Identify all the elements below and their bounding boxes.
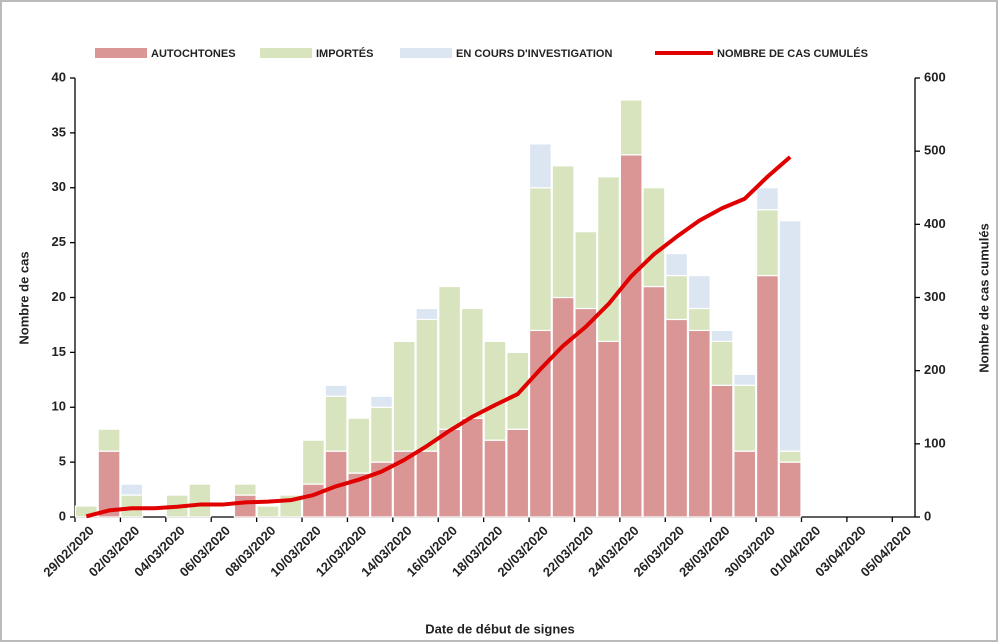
bar	[687, 274, 711, 310]
bar	[188, 483, 212, 518]
y-tick-label: 25	[52, 234, 66, 249]
legend-label: NOMBRE DE CAS CUMULÉS	[717, 47, 868, 60]
bar	[415, 307, 439, 321]
bar	[460, 417, 484, 518]
bar	[687, 307, 711, 332]
legend-swatch	[260, 48, 312, 58]
bar	[370, 406, 393, 463]
y2-axis-title: Nombre de cas cumulés	[976, 223, 991, 373]
bar	[528, 187, 552, 332]
bar	[755, 209, 779, 277]
y-tick-label: 20	[52, 289, 66, 304]
bar	[301, 483, 325, 518]
legend-label: AUTOCHTONES	[151, 48, 236, 60]
y2-tick-label: 100	[924, 435, 946, 450]
bar	[120, 494, 144, 518]
bar	[528, 329, 552, 518]
y-tick-label: 35	[52, 124, 66, 139]
bar	[438, 285, 462, 430]
bar	[619, 154, 643, 518]
bar	[710, 329, 734, 342]
bar	[733, 450, 757, 518]
y2-tick-label: 300	[924, 289, 946, 304]
bar	[97, 450, 121, 518]
bar	[551, 296, 575, 518]
bar	[438, 428, 462, 518]
y-tick-label: 10	[52, 399, 66, 414]
bar	[687, 329, 711, 518]
line	[85, 155, 792, 519]
bar	[665, 253, 689, 277]
bar	[778, 461, 802, 518]
bar	[415, 450, 439, 518]
y2-tick-label: 600	[924, 69, 946, 84]
y2-tick-label: 0	[924, 508, 931, 523]
bar	[506, 351, 530, 430]
bar	[755, 274, 779, 518]
bar	[574, 307, 598, 518]
bar	[778, 220, 802, 452]
bar	[597, 176, 620, 342]
y-tick-label: 30	[52, 179, 66, 194]
y2-tick-label: 200	[924, 362, 946, 377]
bar	[755, 187, 779, 211]
bar	[733, 384, 757, 452]
bar	[642, 187, 666, 288]
legend-swatch	[400, 48, 452, 58]
bar	[256, 505, 280, 518]
bar	[392, 340, 416, 452]
legend-label: IMPORTÉS	[316, 47, 373, 60]
y2-tick-label: 400	[924, 216, 946, 231]
bar	[665, 318, 689, 518]
bar	[460, 307, 484, 419]
y-tick-label: 40	[52, 69, 66, 84]
bar	[642, 285, 666, 518]
bar	[619, 99, 643, 156]
bar	[551, 165, 575, 299]
bar	[483, 340, 507, 441]
bar	[528, 143, 552, 189]
bar	[324, 384, 348, 397]
bar	[574, 231, 598, 310]
bar	[415, 318, 439, 452]
bar	[97, 428, 121, 452]
y-tick-label: 15	[52, 344, 66, 359]
bar	[665, 274, 689, 321]
bar	[347, 417, 371, 474]
bar	[120, 483, 144, 496]
bar	[233, 494, 257, 518]
bar	[324, 395, 348, 452]
y-tick-label: 0	[59, 508, 66, 523]
y2-tick-label: 500	[924, 143, 946, 158]
bar	[710, 384, 734, 518]
bar	[597, 340, 620, 518]
bar	[506, 428, 530, 518]
x-axis-title: Date de début de signes	[425, 621, 575, 636]
legend-label: EN COURS D'INVESTIGATION	[456, 48, 612, 60]
bar	[710, 340, 734, 386]
bar	[370, 395, 393, 408]
legend-swatch	[95, 48, 147, 58]
bar	[483, 439, 507, 518]
bar	[778, 450, 802, 463]
bar	[733, 373, 757, 386]
bar	[301, 439, 325, 485]
y-tick-label: 5	[59, 454, 66, 469]
bar	[233, 483, 257, 496]
y-axis-title: Nombre de cas	[16, 251, 31, 344]
